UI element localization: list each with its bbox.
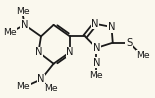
Text: N: N xyxy=(91,19,99,29)
Text: N: N xyxy=(93,43,100,53)
Text: N: N xyxy=(21,20,28,30)
Text: N: N xyxy=(93,58,100,68)
Text: Me: Me xyxy=(90,71,103,80)
Text: Me: Me xyxy=(3,28,16,37)
Text: N: N xyxy=(37,74,45,84)
Text: N: N xyxy=(66,47,74,57)
Text: N: N xyxy=(108,22,115,32)
Text: Me: Me xyxy=(136,51,150,60)
Text: Me: Me xyxy=(44,84,58,93)
Text: N: N xyxy=(35,47,42,57)
Text: Me: Me xyxy=(17,7,30,16)
Text: Me: Me xyxy=(17,82,30,91)
Text: S: S xyxy=(126,38,132,48)
